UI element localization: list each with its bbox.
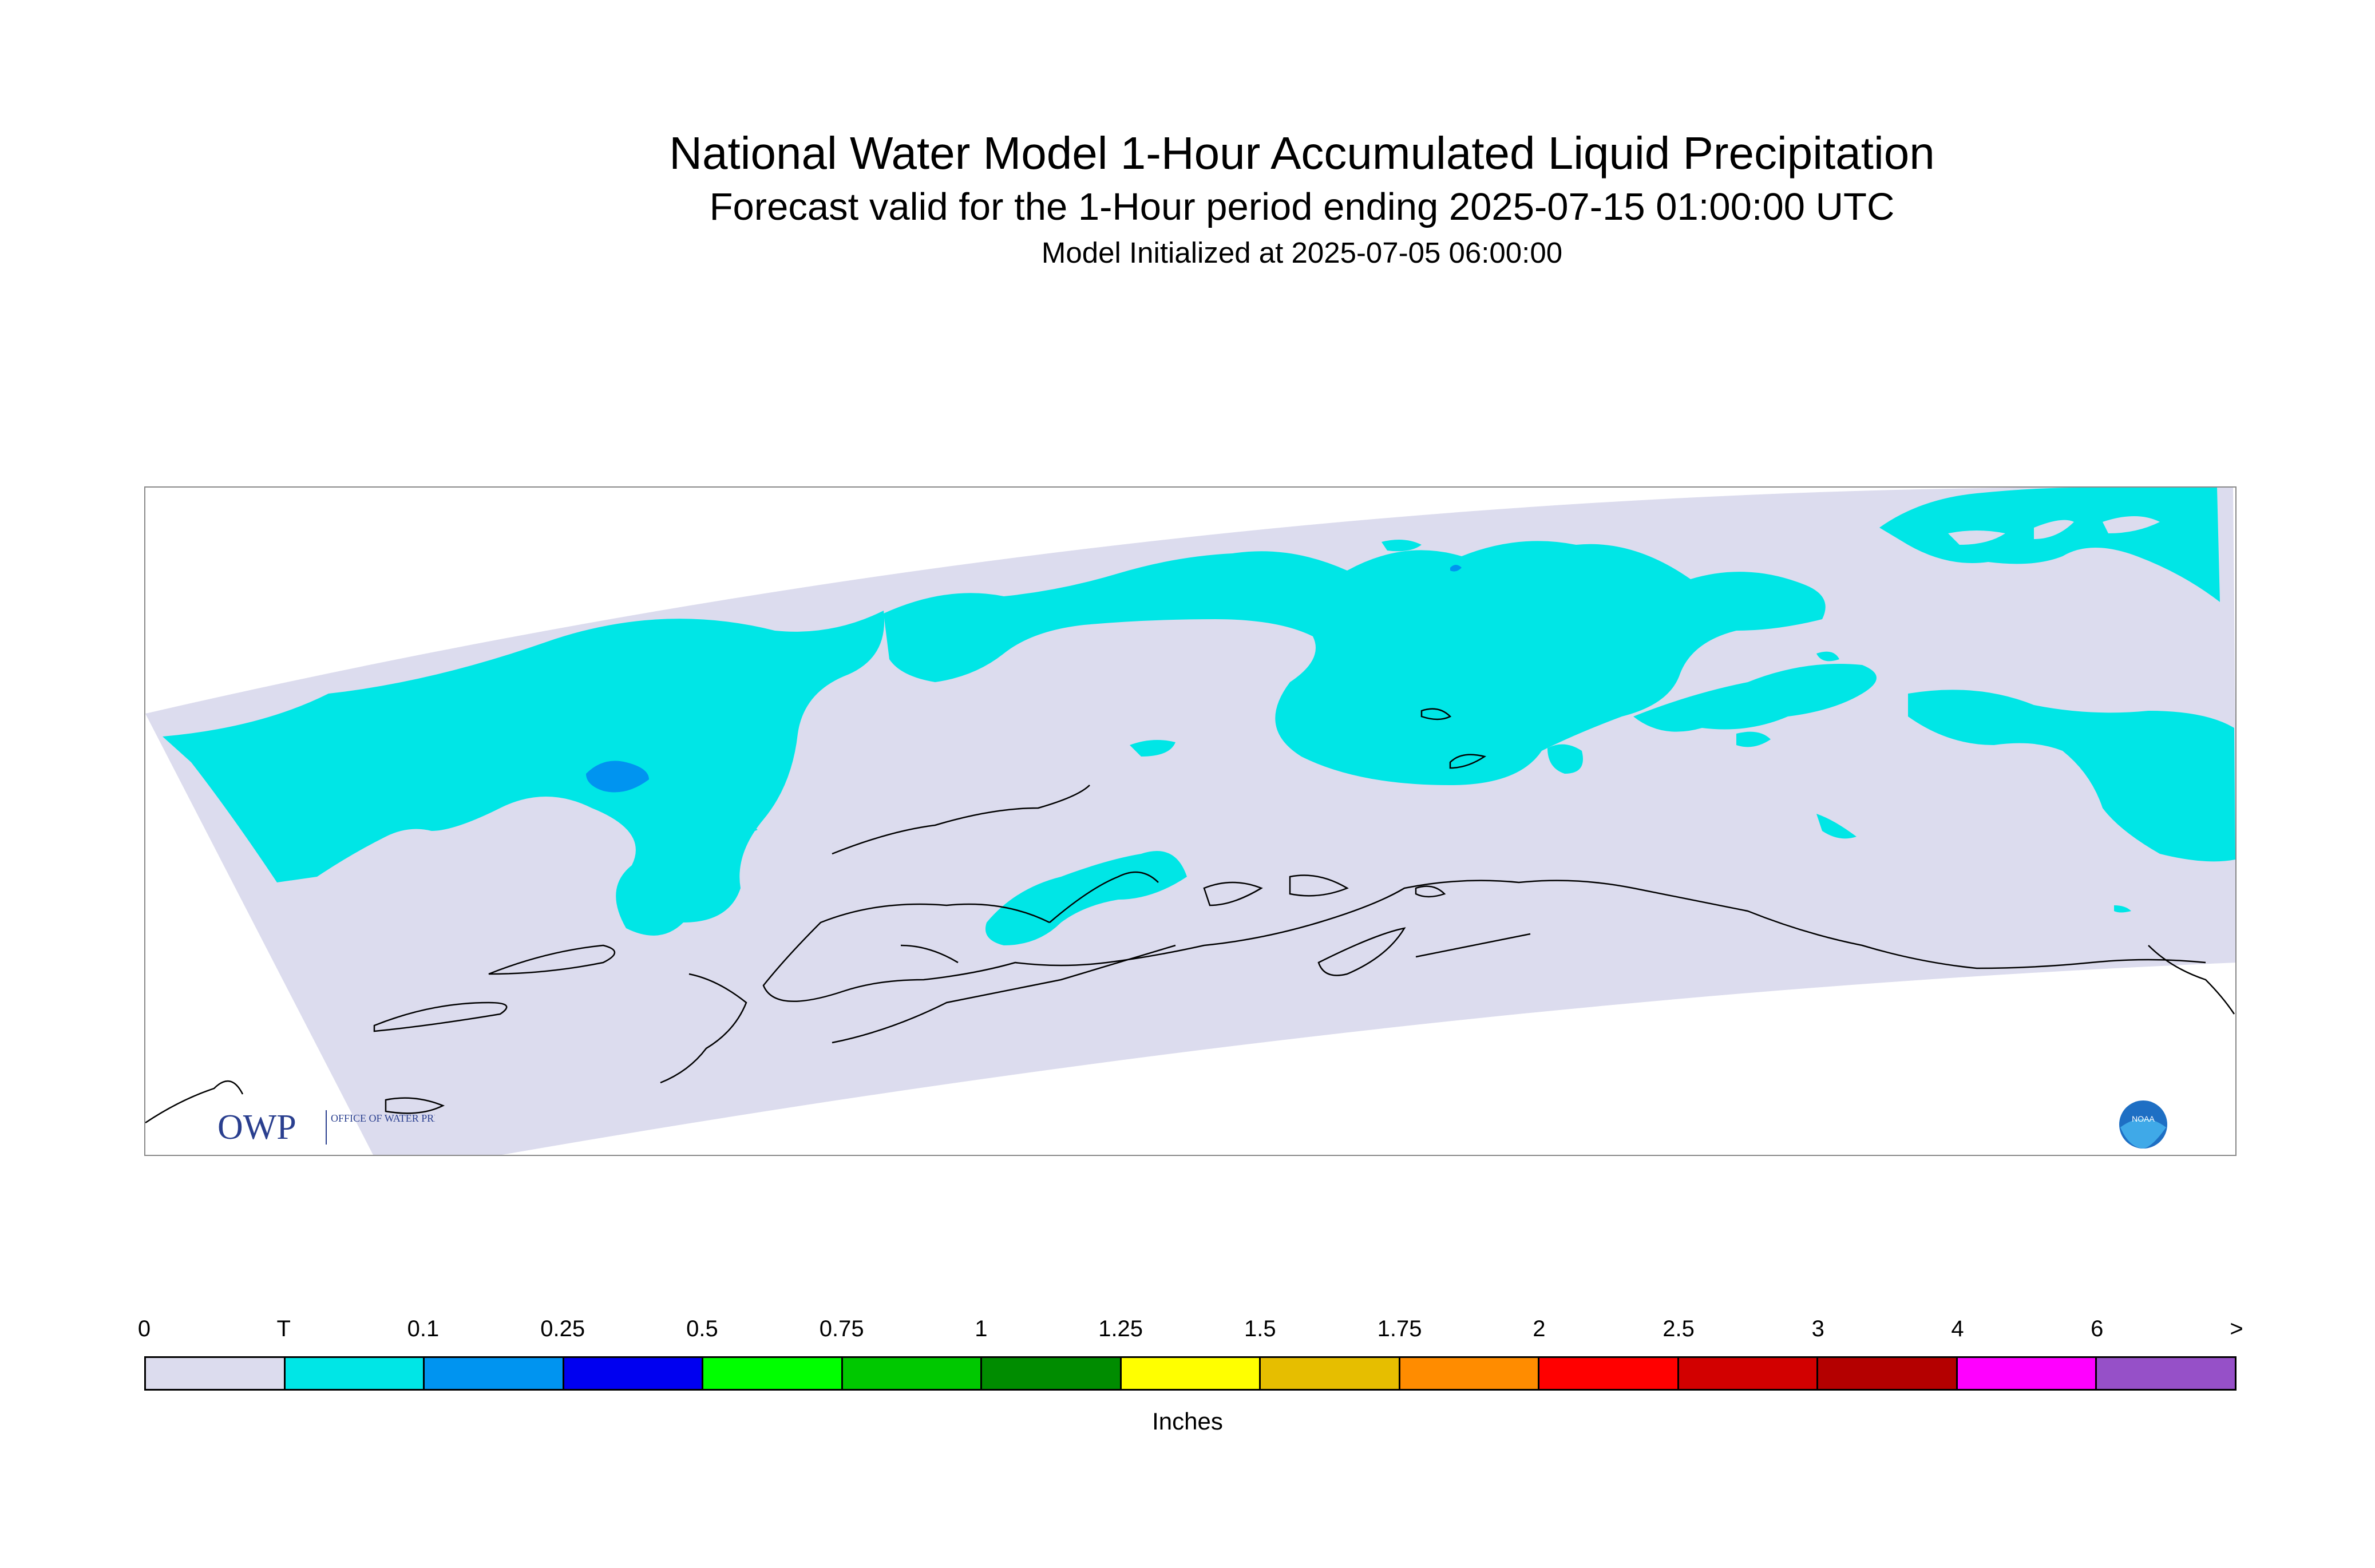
legend-swatch [1539, 1358, 1679, 1389]
legend-color-bar [144, 1356, 2237, 1391]
legend-tick-label: 0.25 [540, 1316, 585, 1341]
legend-swatch [1818, 1358, 1958, 1389]
legend-tick-label: > [2230, 1316, 2243, 1341]
legend-units-label: Inches [1152, 1408, 1223, 1435]
legend-tick-label: 4 [1951, 1316, 1964, 1341]
legend-swatch [703, 1358, 843, 1389]
legend-tick-label: 0.5 [686, 1316, 718, 1341]
precipitation-map [144, 486, 2237, 1156]
legend-swatch [1957, 1358, 2097, 1389]
legend-tick-label: 1.5 [1244, 1316, 1276, 1341]
owp-logo: OWP OFFICE OF WATER PREDICTION [217, 1104, 482, 1150]
legend-swatch [285, 1358, 425, 1389]
legend-tick-label: 2 [1533, 1316, 1546, 1341]
light-precip-areas [586, 565, 1462, 793]
legend-tick-label: 3 [1811, 1316, 1824, 1341]
noaa-logo-text: NOAA [2132, 1114, 2155, 1123]
legend-tick-label: 1.25 [1098, 1316, 1143, 1341]
legend-swatch [146, 1358, 286, 1389]
coastlines [145, 708, 2235, 1124]
legend-tick-label: 0.75 [819, 1316, 864, 1341]
legend-tick-label: 1.75 [1377, 1316, 1422, 1341]
legend-tick-label: 1 [975, 1316, 988, 1341]
legend-swatch [982, 1358, 1122, 1389]
legend-swatch [1121, 1358, 1261, 1389]
legend-tick-label: 0.1 [407, 1316, 440, 1341]
noaa-logo: NOAA [2117, 1099, 2169, 1150]
legend-tick-label: T [276, 1316, 291, 1341]
map-holes [1948, 516, 2160, 545]
owp-logo-subtext: OFFICE OF WATER PREDICTION [331, 1112, 435, 1124]
color-legend: 0 T 0.1 0.25 0.5 0.75 1 1.25 1.5 1.75 2 2.5 3 4 6 > [138, 1316, 2243, 1431]
trace-precip-areas [163, 488, 2235, 945]
legend-tick-label: 6 [2091, 1316, 2104, 1341]
legend-swatch [842, 1358, 983, 1389]
legend-swatch [1400, 1358, 1540, 1389]
owp-logo-text: OWP [217, 1108, 296, 1147]
legend-swatch [1261, 1358, 1400, 1389]
legend-swatch [425, 1358, 564, 1389]
legend-swatch [564, 1358, 704, 1389]
legend-swatch [2097, 1358, 2235, 1389]
legend-tick-label: 2.5 [1662, 1316, 1695, 1341]
legend-swatch [1679, 1358, 1819, 1389]
legend-tick-label: 0 [137, 1316, 151, 1341]
